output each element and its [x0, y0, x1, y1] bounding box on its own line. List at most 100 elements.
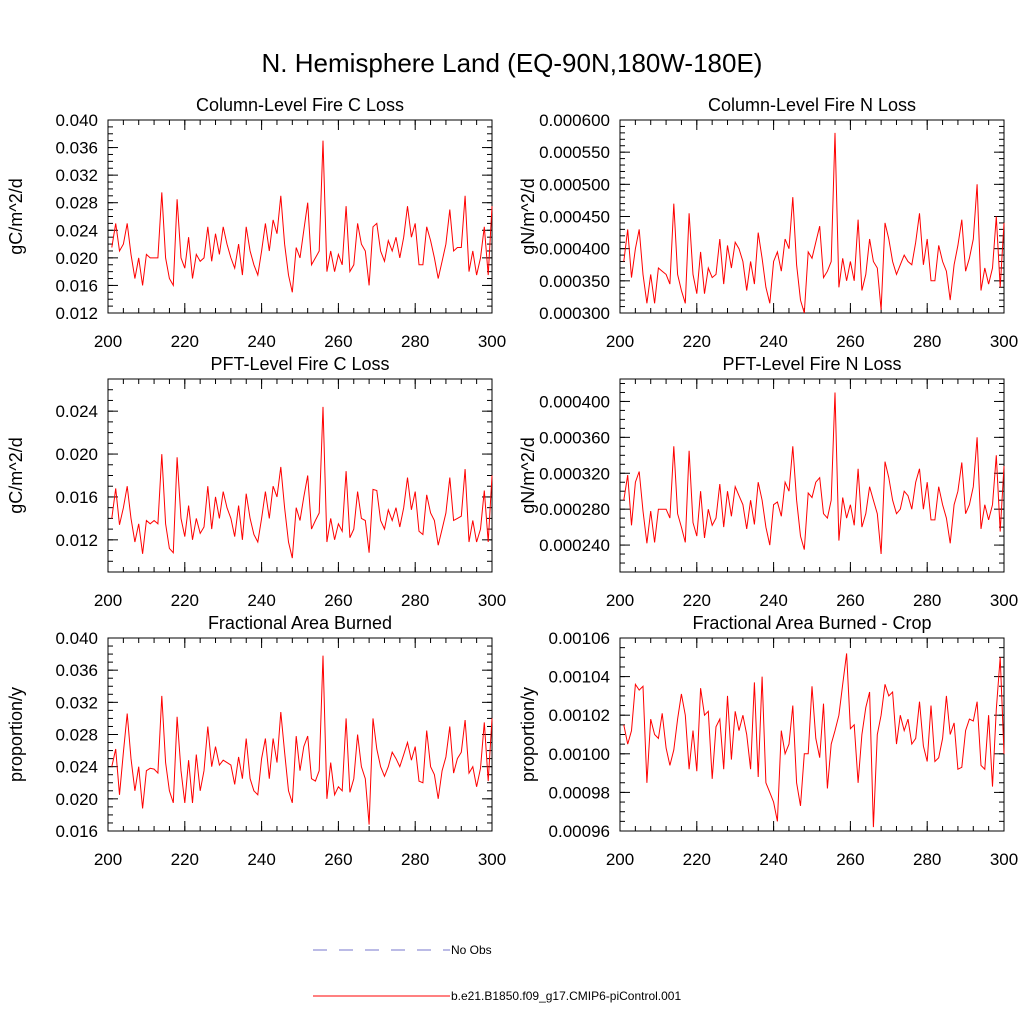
plot-frame — [107, 637, 493, 832]
x-tick-label: 280 — [913, 850, 941, 869]
series-line — [623, 392, 1005, 555]
y-tick-label: 0.020 — [55, 249, 98, 268]
y-tick-label: 0.028 — [55, 194, 98, 213]
x-tick-label: 300 — [478, 591, 506, 610]
panel-title: Column-Level Fire N Loss — [708, 95, 916, 115]
x-tick-label: 300 — [990, 332, 1018, 351]
x-tick-label: 240 — [247, 850, 275, 869]
x-tick-label: 220 — [683, 591, 711, 610]
y-tick-label: 0.016 — [55, 822, 98, 841]
x-tick-label: 220 — [683, 332, 711, 351]
x-tick-label: 200 — [94, 332, 122, 351]
y-tick-label: 0.00096 — [549, 822, 610, 841]
panel-title: Fractional Area Burned - Crop — [692, 613, 931, 633]
series-line — [111, 140, 493, 293]
y-tick-label: 0.016 — [55, 276, 98, 295]
x-tick-label: 200 — [606, 332, 634, 351]
y-tick-label: 0.024 — [55, 221, 98, 240]
x-tick-label: 260 — [836, 332, 864, 351]
x-tick-label: 200 — [94, 591, 122, 610]
plot-frame — [107, 119, 493, 314]
y-tick-label: 0.040 — [55, 111, 98, 130]
y-tick-label: 0.024 — [55, 402, 98, 421]
panels-container: Column-Level Fire C Loss gC/m^2/d 0.012 0.0… — [6, 95, 1018, 869]
y-tick-label: 0.00098 — [549, 783, 610, 802]
chart-panel: Fractional Area Burned - Crop proportion/… — [518, 613, 1018, 869]
y-tick-label: 0.000550 — [539, 143, 610, 162]
y-tick-label: 0.000600 — [539, 111, 610, 130]
plot-frame — [107, 378, 493, 573]
x-tick-label: 260 — [836, 850, 864, 869]
series-line — [623, 132, 1005, 314]
y-tick-label: 0.032 — [55, 166, 98, 185]
y-tick-label: 0.000400 — [539, 240, 610, 259]
y-tick-label: 0.000400 — [539, 392, 610, 411]
plot-frame — [619, 119, 1005, 314]
chart-panel: PFT-Level Fire N Loss gN/m^2/d 0.000240 0.0… — [518, 354, 1018, 610]
y-tick-label: 0.016 — [55, 488, 98, 507]
x-tick-label: 240 — [247, 591, 275, 610]
y-tick-label: 0.000500 — [539, 175, 610, 194]
x-tick-label: 260 — [324, 332, 352, 351]
x-tick-label: 200 — [606, 850, 634, 869]
x-tick-label: 280 — [401, 850, 429, 869]
series-line — [623, 653, 1005, 828]
chart-panel: Column-Level Fire N Loss gN/m^2/d 0.000300… — [518, 95, 1018, 351]
y-tick-label: 0.036 — [55, 661, 98, 680]
y-tick-label: 0.00106 — [549, 629, 610, 648]
plot-frame — [619, 637, 1005, 832]
panel-title: Column-Level Fire C Loss — [196, 95, 404, 115]
y-axis-label: gC/m^2/d — [6, 178, 26, 254]
y-tick-label: 0.040 — [55, 629, 98, 648]
x-tick-label: 220 — [171, 850, 199, 869]
x-tick-label: 300 — [478, 332, 506, 351]
y-tick-label: 0.024 — [55, 758, 98, 777]
y-tick-label: 0.000350 — [539, 272, 610, 291]
y-tick-label: 0.00100 — [549, 745, 610, 764]
y-tick-label: 0.000320 — [539, 464, 610, 483]
x-tick-label: 240 — [759, 591, 787, 610]
x-tick-label: 240 — [759, 332, 787, 351]
y-tick-label: 0.000280 — [539, 500, 610, 519]
legend-label-model: b.e21.B1850.f09_g17.CMIP6-piControl.001 — [451, 989, 681, 1003]
x-tick-label: 300 — [990, 591, 1018, 610]
y-tick-label: 0.028 — [55, 726, 98, 745]
y-tick-label: 0.012 — [55, 304, 98, 323]
y-axis-label: gC/m^2/d — [6, 437, 26, 513]
panel-title: Fractional Area Burned — [208, 613, 392, 633]
x-tick-label: 260 — [324, 591, 352, 610]
y-tick-label: 0.000360 — [539, 428, 610, 447]
y-tick-label: 0.00102 — [549, 706, 610, 725]
x-tick-label: 200 — [606, 591, 634, 610]
legend: No Obs b.e21.B1850.f09_g17.CMIP6-piContr… — [313, 943, 681, 1003]
x-tick-label: 220 — [171, 591, 199, 610]
chart-panel: PFT-Level Fire C Loss gC/m^2/d 0.012 0.016 0… — [6, 354, 506, 610]
y-tick-label: 0.032 — [55, 693, 98, 712]
y-tick-label: 0.020 — [55, 445, 98, 464]
y-axis-label: proportion/y — [518, 687, 538, 782]
x-tick-label: 300 — [990, 850, 1018, 869]
series-line — [111, 655, 493, 825]
chart-panel: Column-Level Fire C Loss gC/m^2/d 0.012 0.0… — [6, 95, 506, 351]
panel-title: PFT-Level Fire C Loss — [210, 354, 389, 374]
y-axis-label: gN/m^2/d — [518, 437, 538, 513]
chart-panel: Fractional Area Burned proportion/y 0.016 0… — [6, 613, 506, 869]
figure-title: N. Hemisphere Land (EQ-90N,180W-180E) — [262, 48, 763, 78]
panel-title: PFT-Level Fire N Loss — [722, 354, 901, 374]
x-tick-label: 220 — [171, 332, 199, 351]
legend-label-no-obs: No Obs — [451, 943, 492, 957]
y-tick-label: 0.00104 — [549, 668, 610, 687]
x-tick-label: 300 — [478, 850, 506, 869]
x-tick-label: 200 — [94, 850, 122, 869]
y-tick-label: 0.036 — [55, 139, 98, 158]
y-tick-label: 0.000240 — [539, 536, 610, 555]
plot-frame — [619, 378, 1005, 573]
x-tick-label: 240 — [759, 850, 787, 869]
y-tick-label: 0.000300 — [539, 304, 610, 323]
y-axis-label: proportion/y — [6, 687, 26, 782]
series-line — [111, 406, 493, 559]
y-tick-label: 0.020 — [55, 790, 98, 809]
x-tick-label: 220 — [683, 850, 711, 869]
y-tick-label: 0.000450 — [539, 208, 610, 227]
